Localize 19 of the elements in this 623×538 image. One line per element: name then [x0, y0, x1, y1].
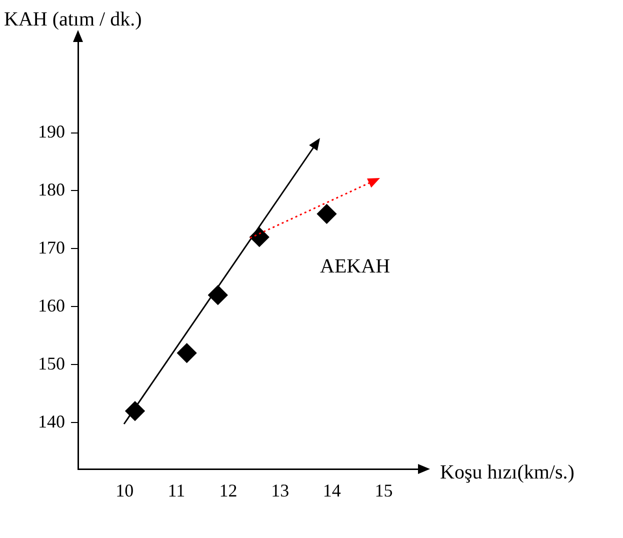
y-tick-label: 190 [38, 121, 65, 142]
point [316, 204, 336, 224]
y-axis-title: KAH (atım / dk.) [4, 8, 142, 30]
y-tick-label: 160 [38, 295, 65, 316]
x-tick-label: 15 [374, 480, 393, 501]
x-tick-label: 14 [322, 480, 341, 501]
y-tick-label: 150 [38, 353, 65, 374]
x-axis-title: Koşu hızı(km/s.) [440, 461, 574, 484]
x-tick-label: 10 [116, 480, 134, 501]
x-tick-label: 13 [271, 480, 290, 501]
point [125, 401, 145, 421]
annotation: AEKAH [320, 256, 390, 278]
x-tick-label: 12 [219, 480, 238, 501]
point [208, 285, 228, 305]
point [177, 343, 197, 363]
y-tick-label: 180 [38, 179, 65, 200]
y-tick-label: 140 [38, 411, 65, 432]
x-tick-label: 11 [168, 480, 186, 501]
y-tick-label: 170 [38, 237, 65, 258]
